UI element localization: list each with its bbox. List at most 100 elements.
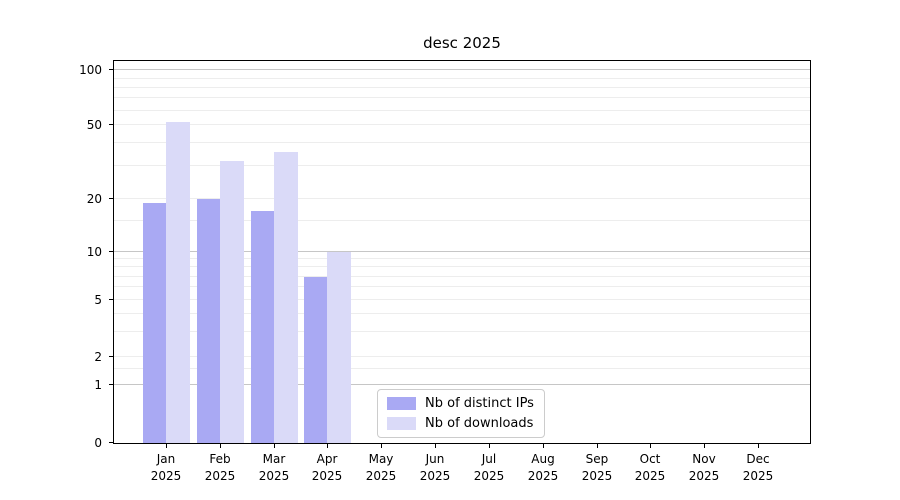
bar-distinct-ips-feb-2025 (196, 198, 220, 443)
x-tick-label: Sep 2025 (582, 451, 613, 485)
x-tick-label-month: Nov (692, 452, 716, 466)
legend-label-distinct-ips: Nb of distinct IPs (425, 396, 534, 411)
y-tick-label: 20 (86, 192, 102, 206)
chart-title: desc 2025 (423, 34, 501, 52)
legend-item-downloads: Nb of downloads (387, 415, 535, 432)
x-tick-label: Jul 2025 (474, 451, 505, 485)
legend-label-downloads: Nb of downloads (425, 416, 534, 431)
minor-gridline (114, 356, 810, 357)
x-tick-label-month: Jan (156, 452, 176, 466)
y-tick-label: 2 (94, 350, 102, 364)
x-tick-label-month: Apr (316, 452, 338, 466)
x-tick-mark (758, 444, 759, 448)
x-tick-label-year: 2025 (311, 469, 343, 483)
x-tick-mark (489, 444, 490, 448)
x-tick-label: Feb 2025 (205, 451, 236, 485)
y-tick-mark (109, 299, 113, 300)
x-tick-label: Mar 2025 (259, 451, 290, 485)
x-tick-mark (220, 444, 221, 448)
minor-gridline (114, 142, 810, 143)
major-gridline (114, 384, 810, 385)
x-tick-label-month: Oct (639, 452, 661, 466)
x-tick-label: Aug 2025 (528, 451, 559, 485)
legend-swatch-downloads (387, 417, 416, 430)
x-tick-mark (166, 444, 167, 448)
x-tick-mark (650, 444, 651, 448)
major-gridline (114, 251, 810, 252)
x-axis: Jan 2025 Feb 2025 Mar 2025 Apr 2025 May 2025 Jun 20… (114, 444, 810, 498)
x-tick-mark (597, 444, 598, 448)
plot-area: Nb of distinct IPs Nb of downloads (113, 60, 811, 444)
minor-gridline (114, 198, 810, 199)
x-tick-label-month: Jul (481, 452, 497, 466)
x-tick-mark (435, 444, 436, 448)
x-tick-label-year: 2025 (365, 469, 397, 483)
x-tick-label: Oct 2025 (635, 451, 666, 485)
minor-gridline (114, 258, 810, 259)
bar-layer (114, 61, 810, 443)
minor-gridline (114, 165, 810, 166)
x-tick-mark (543, 444, 544, 448)
minor-gridline (114, 78, 810, 79)
y-tick-label: 0 (94, 436, 102, 450)
minor-gridline (114, 331, 810, 332)
x-tick-label-year: 2025 (527, 469, 559, 483)
y-tick-mark (109, 69, 113, 70)
bar-downloads-mar-2025 (274, 151, 298, 443)
x-tick-mark (327, 444, 328, 448)
y-tick-mark (109, 251, 113, 252)
x-tick-mark (704, 444, 705, 448)
x-tick-label-year: 2025 (634, 469, 666, 483)
x-tick-label: Apr 2025 (312, 451, 343, 485)
y-tick-label: 50 (86, 118, 102, 132)
bar-distinct-ips-apr-2025 (303, 276, 327, 443)
major-gridline (114, 69, 810, 70)
x-tick-label-month: Sep (585, 452, 609, 466)
y-tick-mark (109, 442, 113, 443)
x-tick-label-year: 2025 (150, 469, 182, 483)
minor-gridline (114, 266, 810, 267)
x-tick-label-month: Jun (425, 452, 445, 466)
minor-gridline (114, 299, 810, 300)
minor-gridline (114, 286, 810, 287)
x-tick-label-month: Aug (531, 452, 555, 466)
y-tick-label: 1 (94, 378, 102, 392)
x-tick-label: May 2025 (366, 451, 397, 485)
x-tick-label-month: Feb (209, 452, 231, 466)
x-tick-label: Jan 2025 (151, 451, 182, 485)
bar-distinct-ips-jan-2025 (142, 202, 166, 443)
minor-gridline (114, 313, 810, 314)
legend-swatch-distinct-ips (387, 397, 416, 410)
bar-distinct-ips-mar-2025 (250, 211, 274, 443)
x-tick-label: Jun 2025 (420, 451, 451, 485)
minor-gridline (114, 97, 810, 98)
y-axis: 0 1 2 5 10 20 50 100 (0, 61, 113, 450)
minor-gridline (114, 110, 810, 111)
y-tick-label: 10 (86, 245, 102, 259)
y-tick-mark (109, 384, 113, 385)
x-tick-label: Dec 2025 (743, 451, 774, 485)
x-tick-label-month: Mar (262, 452, 286, 466)
minor-gridline (114, 368, 810, 369)
legend-item-distinct-ips: Nb of distinct IPs (387, 395, 535, 412)
x-tick-mark (274, 444, 275, 448)
minor-gridline (114, 276, 810, 277)
x-tick-label-year: 2025 (258, 469, 290, 483)
x-tick-mark (381, 444, 382, 448)
x-tick-label-month: May (368, 452, 394, 466)
y-tick-label: 100 (79, 63, 102, 77)
x-tick-label-year: 2025 (473, 469, 505, 483)
y-tick-label: 5 (94, 293, 102, 307)
bar-downloads-apr-2025 (327, 252, 351, 443)
legend: Nb of distinct IPs Nb of downloads (377, 389, 545, 438)
grid-layer (114, 61, 810, 443)
y-tick-mark (109, 198, 113, 199)
bar-downloads-jan-2025 (166, 122, 190, 443)
bar-downloads-feb-2025 (220, 161, 244, 443)
x-tick-label: Nov 2025 (689, 451, 720, 485)
x-tick-label-month: Dec (746, 452, 770, 466)
minor-gridline (114, 87, 810, 88)
y-tick-mark (109, 124, 113, 125)
x-tick-label-year: 2025 (581, 469, 613, 483)
